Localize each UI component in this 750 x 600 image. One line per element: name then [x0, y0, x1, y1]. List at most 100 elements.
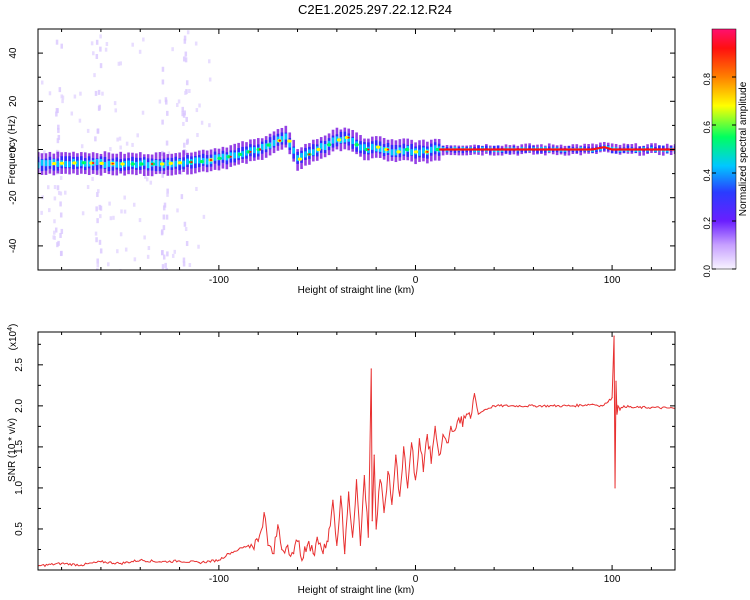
noise-speckle: [182, 112, 186, 118]
noise-speckle: [166, 192, 169, 197]
noise-speckle: [161, 172, 164, 178]
spectrogram-ridge-cell: [253, 147, 256, 154]
noise-speckle: [142, 37, 145, 42]
snr-ytick-label: 1.0: [14, 481, 25, 495]
noise-speckle: [177, 99, 181, 104]
noise-speckle: [146, 254, 150, 259]
snr-data-point: [373, 454, 375, 456]
noise-speckle: [186, 30, 190, 35]
snr-data-point: [198, 562, 200, 564]
snr-data-point: [399, 495, 401, 497]
snr-data-point: [407, 487, 409, 489]
noise-speckle: [147, 246, 151, 251]
spectrogram-ridge-cell: [508, 148, 512, 154]
snr-data-point: [363, 475, 365, 477]
colorbar-tick-label: 0.8: [702, 73, 712, 86]
noise-speckle: [161, 79, 165, 85]
spectrogram-ridge-cell: [296, 155, 299, 162]
noise-speckle: [208, 59, 211, 64]
noise-speckle: [163, 202, 167, 208]
noise-speckle: [166, 188, 169, 194]
snr-data-point: [572, 405, 574, 407]
spectrogram-ridge-cell: [142, 159, 146, 166]
noise-speckle: [188, 263, 192, 268]
noise-speckle: [202, 214, 206, 219]
noise-speckle: [96, 263, 99, 268]
snr-data-point: [617, 405, 619, 407]
snr-data-point: [306, 544, 308, 546]
snr-data-point: [302, 557, 305, 559]
snr-data-point: [355, 479, 358, 481]
spectrogram-hot-spot: [217, 156, 222, 160]
snr-data-point: [450, 425, 452, 427]
spectrogram-ridge-cell: [359, 144, 362, 151]
spectrogram-ridge-cell: [154, 159, 158, 167]
noise-speckle: [124, 247, 128, 252]
snr-data-point: [328, 528, 330, 530]
snr-data-point: [465, 413, 468, 415]
spectrogram-ridge-cell: [418, 149, 421, 156]
spectrogram-ridge-cell: [540, 146, 543, 150]
noise-speckle: [81, 211, 85, 216]
noise-speckle: [183, 221, 187, 227]
snr-panel: -100 0 100 0.5 1.0 1.5 2.0 2.5 Height of straigh…: [7, 324, 676, 596]
spectrogram-ridge-cell: [107, 160, 111, 167]
noise-speckle: [57, 127, 60, 133]
noise-speckle: [59, 212, 63, 218]
noise-speckle: [162, 205, 166, 211]
spectrogram-ridge-cell: [312, 149, 315, 156]
spectrogram-hot-spot: [99, 161, 104, 165]
noise-speckle: [55, 39, 59, 45]
snr-data-point: [619, 409, 621, 411]
noise-speckle: [136, 133, 139, 138]
spectrogram-ridge-cell: [182, 160, 185, 167]
noise-speckle: [186, 138, 189, 144]
spectrogram-ridge-cell: [430, 146, 433, 153]
spectrogram-ridge-cell: [300, 153, 303, 160]
snr-data-point: [462, 425, 464, 427]
noise-speckle: [57, 124, 60, 130]
noise-speckle: [182, 257, 186, 263]
spectrogram-ridge-cell: [103, 161, 107, 168]
noise-speckle: [57, 190, 61, 195]
noise-speckle: [94, 136, 97, 142]
snr-data-point: [371, 520, 373, 522]
noise-speckle: [60, 228, 64, 234]
snr-data-point: [383, 511, 385, 514]
spectrogram-ridge-cell: [48, 159, 52, 167]
noise-speckle: [64, 190, 67, 195]
spectrogram-ridge-cell: [331, 137, 335, 144]
snr-data-point: [613, 335, 615, 337]
snr-data-point: [454, 429, 456, 432]
spectrogram-hot-spot: [111, 162, 114, 165]
noise-speckle: [53, 230, 56, 235]
snr-data-point: [458, 417, 460, 419]
noise-speckle: [99, 205, 103, 211]
noise-speckle: [195, 186, 198, 191]
noise-speckle: [166, 110, 169, 116]
spectrogram-hot-spot: [72, 161, 77, 165]
noise-speckle: [94, 161, 98, 167]
noise-speckle: [185, 80, 189, 86]
spectrogram-ridge-cell: [634, 149, 638, 152]
spectrogram-ridge-cell: [38, 162, 40, 169]
spectrogram-ridge-cell: [245, 149, 248, 156]
snr-data-point: [344, 552, 346, 555]
snr-data-point: [159, 561, 161, 563]
noise-speckle: [95, 39, 99, 45]
noise-speckle: [94, 231, 98, 236]
spectrogram-ridge-cell: [115, 161, 119, 168]
snr-data-point: [410, 442, 413, 444]
snr-data-point: [395, 454, 397, 456]
colorbar-tick-label: 0.2: [702, 217, 712, 230]
figure-title: C2E1.2025.297.22.12.R24: [298, 2, 452, 17]
noise-speckle: [90, 41, 94, 46]
snr-data-point: [403, 446, 405, 448]
spectrogram-ridge-cell: [374, 145, 378, 152]
snr-xtick-label: 100: [604, 574, 621, 585]
snr-xlabel: Height of straight line (km): [298, 585, 415, 596]
spectrogram-hot-spot: [266, 143, 271, 147]
spectrogram-ridge-cell: [638, 149, 642, 153]
noise-speckle: [119, 61, 122, 66]
spectrogram-ridge-cell: [335, 136, 339, 143]
